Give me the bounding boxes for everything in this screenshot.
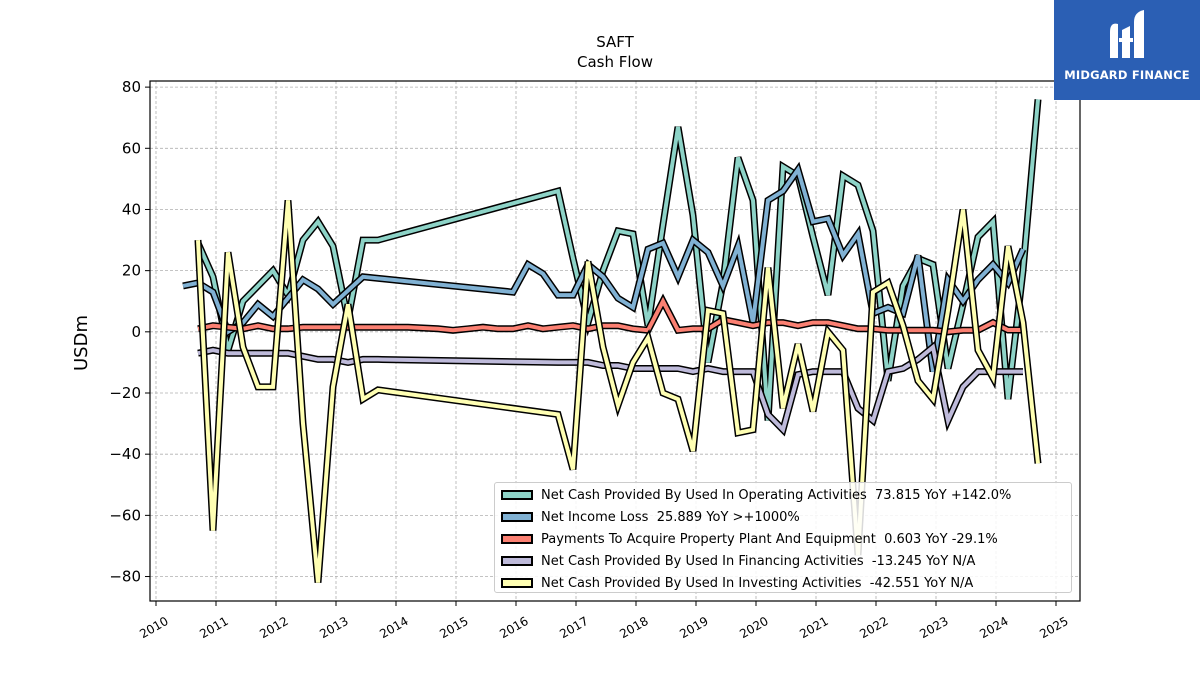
x-tick-label: 2016: [497, 614, 530, 641]
series-line-4: [194, 200, 1042, 583]
chart-subtitle: Cash Flow: [577, 53, 653, 71]
legend-label-financing: Net Cash Provided By Used In Financing A…: [541, 553, 976, 569]
x-tick-label: 2011: [197, 614, 230, 641]
plot-frame: [149, 80, 1081, 602]
x-tick-label: 2021: [797, 614, 830, 641]
x-tick-label: 2020: [737, 614, 770, 641]
y-tick-label: −20: [109, 384, 141, 402]
y-axis-label: USDm: [71, 315, 92, 371]
legend-swatch-operating: [501, 490, 533, 500]
y-tick-label: −60: [109, 506, 141, 524]
y-tick-label: 60: [122, 139, 141, 157]
x-tick-label: 2010: [137, 614, 170, 641]
legend-swatch-net-income: [501, 512, 533, 522]
y-tick-label: −40: [109, 445, 141, 463]
x-axis: 2010 2011 2012 2013 2014 2015 2016 2017 2018 2019…: [137, 601, 1071, 641]
logo-text: MIDGARD FINANCE: [1064, 68, 1190, 82]
legend-swatch-investing: [501, 578, 533, 588]
legend-item-net-income: Net Income Loss 25.889 YoY >+1000%: [501, 507, 800, 527]
series-layer: [182, 99, 1042, 583]
x-tick-label: 2012: [257, 614, 290, 641]
x-tick-label: 2025: [1037, 614, 1070, 641]
legend-item-financing: Net Cash Provided By Used In Financing A…: [501, 551, 975, 571]
series-stroke: [196, 200, 1040, 583]
series-line-1: [182, 161, 1027, 373]
logo-mark-icon: [1110, 10, 1144, 58]
legend-label-investing: Net Cash Provided By Used In Investing A…: [541, 575, 974, 591]
legend-item-operating: Net Cash Provided By Used In Operating A…: [501, 485, 1011, 505]
x-tick-label: 2019: [677, 614, 710, 641]
x-tick-label: 2022: [857, 614, 890, 641]
chart-title: SAFT: [596, 33, 634, 51]
x-tick-label: 2023: [917, 614, 950, 641]
y-tick-label: 0: [131, 323, 141, 341]
chart-legend: Net Cash Provided By Used In Operating A…: [494, 482, 1072, 593]
series-outline: [194, 99, 1042, 421]
x-tick-label: 2013: [317, 614, 350, 641]
series-line-0: [194, 99, 1042, 421]
y-tick-label: −80: [109, 568, 141, 586]
x-tick-label: 2024: [977, 614, 1010, 641]
y-axis: 80 60 40 20 0 −20 −40 −60 −80: [109, 78, 150, 586]
legend-label-net-income: Net Income Loss 25.889 YoY >+1000%: [541, 509, 800, 525]
y-tick-label: 40: [122, 200, 141, 218]
series-stroke: [182, 165, 1025, 372]
y-tick-label: 20: [122, 262, 141, 280]
series-line-2: [197, 293, 1023, 336]
series-stroke: [196, 99, 1040, 421]
legend-item-ppe: Payments To Acquire Property Plant And E…: [501, 529, 998, 549]
x-tick-label: 2015: [437, 614, 470, 641]
midgard-finance-logo: MIDGARD FINANCE: [1054, 0, 1200, 100]
legend-item-investing: Net Cash Provided By Used In Investing A…: [501, 573, 973, 593]
series-stroke: [197, 296, 1023, 334]
y-tick-label: 80: [122, 78, 141, 96]
x-tick-label: 2018: [617, 614, 650, 641]
legend-swatch-financing: [501, 556, 533, 566]
x-tick-label: 2017: [557, 614, 590, 641]
legend-label-ppe: Payments To Acquire Property Plant And E…: [541, 531, 998, 547]
x-tick-label: 2014: [377, 614, 410, 641]
legend-swatch-ppe: [501, 534, 533, 544]
legend-label-operating: Net Cash Provided By Used In Operating A…: [541, 487, 1012, 503]
